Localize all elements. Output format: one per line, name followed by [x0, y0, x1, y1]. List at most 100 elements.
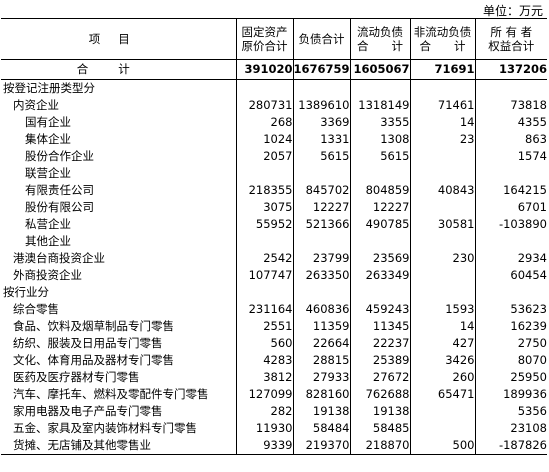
row-label: 有限责任公司 — [25, 183, 94, 197]
row-value-col5 — [474, 79, 547, 97]
row-label: 家用电器及电子产品专门零售 — [13, 404, 163, 418]
table-row: 纺织、服装及日用品专门零售 560 22664 22237 427 2750 — [1, 335, 547, 352]
row-value-col3: 490785 — [349, 216, 410, 233]
row-value-col4: 23 — [409, 131, 475, 148]
row-value-col4 — [409, 403, 475, 420]
row-value-col1: 4283 — [235, 352, 293, 369]
row-value-col1 — [235, 284, 293, 301]
row-value-col3: 11345 — [349, 318, 410, 335]
row-value-col2: 460836 — [292, 301, 350, 318]
row-value-col4: 65471 — [409, 386, 475, 403]
row-value-col3: 12227 — [349, 199, 410, 216]
row-value-col2: 12227 — [292, 199, 350, 216]
row-value-col2: 58484 — [292, 420, 350, 437]
row-value-col4: 14 — [409, 318, 475, 335]
row-value-col4: 500 — [409, 437, 475, 455]
row-value-col4: 427 — [409, 335, 475, 352]
row-value-col3: 25389 — [349, 352, 410, 369]
row-label: 医药及医疗器材专门零售 — [13, 370, 140, 384]
row-label: 其他企业 — [25, 234, 71, 248]
row-value-col1: 268 — [235, 114, 293, 131]
row-value-col3: 218870 — [349, 437, 410, 455]
row-value-col2: 27933 — [292, 369, 350, 386]
row-value-col5: 60454 — [474, 267, 547, 284]
row-value-col3: 19138 — [349, 403, 410, 420]
row-label: 股份合作企业 — [25, 149, 94, 163]
total-col2: 1676759 — [292, 59, 350, 80]
row-value-col1: 282 — [235, 403, 293, 420]
row-value-col4: 260 — [409, 369, 475, 386]
row-value-col2: 22664 — [292, 335, 350, 352]
row-label: 纺织、服装及日用品专门零售 — [13, 336, 163, 350]
row-value-col2: 11359 — [292, 318, 350, 335]
row-value-col4 — [409, 148, 475, 165]
statistics-table: 项目 固定资产 原价合计 负债合计 流动负债 合 计 非流动负债 合 计 所 有… — [1, 18, 547, 455]
row-label: 五金、家具及室内装饰材料专门零售 — [13, 421, 197, 435]
row-label: 食品、饮料及烟草制品专门零售 — [13, 319, 174, 333]
row-value-col1: 9339 — [235, 437, 293, 455]
row-label: 内资企业 — [13, 98, 59, 112]
section-row: 按登记注册类型分 — [1, 79, 547, 97]
row-value-col2: 23799 — [292, 250, 350, 267]
row-value-col4: 71461 — [409, 97, 475, 114]
header-col4-line1: 非流动负债 — [413, 25, 472, 39]
row-value-col2: 19138 — [292, 403, 350, 420]
row-value-col3: 23569 — [349, 250, 410, 267]
row-value-col4: 1593 — [409, 301, 475, 318]
row-label: 集体企业 — [25, 132, 71, 146]
table-row: 外商投资企业 107747 263350 263349 60454 — [1, 267, 547, 284]
row-label: 按行业分 — [3, 285, 49, 299]
row-value-col5 — [474, 165, 547, 182]
row-label: 按登记注册类型分 — [3, 81, 95, 95]
row-value-col1: 55952 — [235, 216, 293, 233]
row-value-col4: 230 — [409, 250, 475, 267]
row-value-col3 — [349, 79, 410, 97]
row-value-col5: 5356 — [474, 403, 547, 420]
total-row: 合计 391020 1676759 1605067 71691 137206 — [1, 59, 547, 80]
header-col3-line2: 合 计 — [357, 39, 403, 53]
row-value-col1: 231164 — [235, 301, 293, 318]
row-value-col3: 762688 — [349, 386, 410, 403]
total-col3: 1605067 — [349, 59, 410, 80]
row-label: 文化、体育用品及器材专门零售 — [13, 353, 174, 367]
table-row: 货摊、无店铺及其他零售业 9339 219370 218870 500 -187826 — [1, 437, 547, 455]
table-row: 集体企业 1024 1331 1308 23 863 — [1, 131, 547, 148]
header-col2: 负债合计 — [292, 18, 350, 60]
table-row: 内资企业 280731 1389610 1318149 71461 73818 — [1, 97, 547, 114]
row-label: 汽车、摩托车、燃料及零配件专门零售 — [13, 387, 209, 401]
unit-label: 单位：万元 — [482, 4, 543, 18]
row-value-col1: 127099 — [235, 386, 293, 403]
row-value-col3 — [349, 233, 410, 250]
row-value-col5: 25950 — [474, 369, 547, 386]
row-value-col1 — [235, 79, 293, 97]
row-value-col4 — [409, 233, 475, 250]
row-value-col5: 1574 — [474, 148, 547, 165]
row-value-col5: 164215 — [474, 182, 547, 199]
row-value-col2 — [292, 284, 350, 301]
row-value-col4 — [409, 199, 475, 216]
row-value-col1 — [235, 233, 293, 250]
row-value-col5: 16239 — [474, 318, 547, 335]
row-value-col2: 5615 — [292, 148, 350, 165]
row-value-col5: 73818 — [474, 97, 547, 114]
table-row: 国有企业 268 3369 3355 14 4355 — [1, 114, 547, 131]
row-value-col5: 8070 — [474, 352, 547, 369]
row-value-col3: 804859 — [349, 182, 410, 199]
row-value-col2 — [292, 79, 350, 97]
header-col5-line1: 所 有 者 — [490, 25, 533, 39]
row-value-col5: 4355 — [474, 114, 547, 131]
row-value-col1: 218355 — [235, 182, 293, 199]
row-label: 私营企业 — [25, 217, 71, 231]
row-label: 股份有限公司 — [25, 200, 94, 214]
row-value-col2: 28815 — [292, 352, 350, 369]
row-value-col1: 3812 — [235, 369, 293, 386]
row-value-col3 — [349, 284, 410, 301]
row-value-col3: 1308 — [349, 131, 410, 148]
table-row: 家用电器及电子产品专门零售 282 19138 19138 5356 — [1, 403, 547, 420]
row-value-col2: 521366 — [292, 216, 350, 233]
section-row: 按行业分 — [1, 284, 547, 301]
header-col2-line1: 负债合计 — [298, 32, 345, 46]
row-value-col5 — [474, 233, 547, 250]
row-value-col5: -103890 — [474, 216, 547, 233]
row-value-col3: 58485 — [349, 420, 410, 437]
